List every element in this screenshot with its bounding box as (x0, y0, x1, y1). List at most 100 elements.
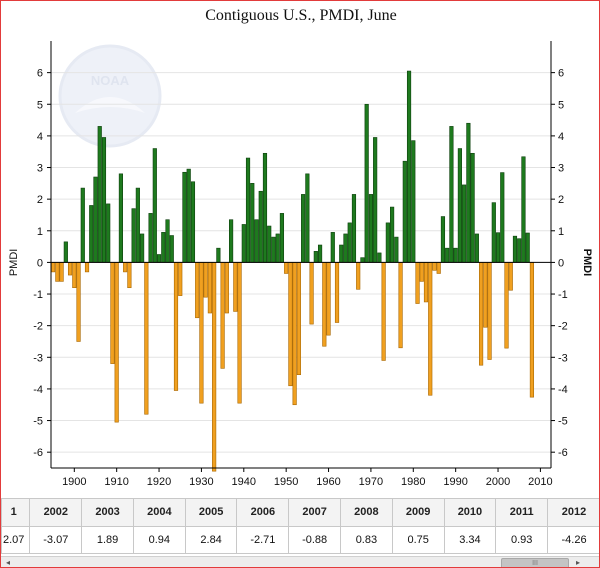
data-bar (326, 262, 331, 336)
data-bar (288, 262, 293, 387)
y-tick-label-left: 5 (37, 99, 43, 111)
data-bar (436, 262, 441, 274)
scrollbar-thumb[interactable]: III (501, 558, 569, 567)
y-tick-label-right: 6 (558, 68, 564, 80)
data-bar (313, 251, 318, 263)
y-tick-label-left: 2 (37, 194, 43, 206)
data-bar (457, 148, 462, 263)
data-bar (254, 219, 259, 263)
data-bar (55, 262, 60, 282)
table-value-cell: 2.07 (1, 525, 31, 554)
table-value-cell: 0.83 (340, 525, 393, 554)
data-bar (148, 213, 153, 263)
data-bar (334, 262, 340, 323)
data-bar (258, 190, 263, 263)
data-bar (190, 181, 196, 263)
x-tick-label: 1990 (443, 476, 467, 488)
table-header-cell: 2004 (132, 498, 186, 527)
data-bar (508, 262, 513, 291)
data-bar (423, 262, 429, 303)
data-bar (368, 194, 374, 263)
data-bar (165, 219, 170, 263)
table-header-cell: 2012 (547, 498, 599, 527)
data-bar (343, 233, 348, 263)
table-value-cell: 1.89 (81, 525, 134, 554)
data-bar (250, 183, 255, 263)
y-tick-label-left: -5 (33, 416, 43, 428)
data-bar (207, 262, 212, 314)
data-bar (76, 262, 81, 342)
data-bar (72, 262, 77, 289)
scroll-left-arrow-icon[interactable]: ◂ (5, 558, 10, 567)
data-bar (385, 222, 390, 263)
data-bar (495, 232, 501, 263)
x-tick-label: 2000 (486, 476, 510, 488)
data-bar (199, 262, 204, 404)
data-bar (398, 262, 403, 349)
data-bar (110, 262, 115, 364)
y-tick-label-right: -3 (558, 352, 568, 364)
data-bar (339, 244, 344, 263)
table-header-cell: 2008 (340, 498, 393, 527)
data-bar (220, 262, 225, 369)
data-bar (390, 206, 395, 263)
data-bar (59, 262, 64, 282)
y-tick-label-right: 4 (558, 131, 564, 143)
data-bar (169, 235, 174, 263)
data-bar (419, 262, 424, 282)
y-tick-label-left: 0 (37, 257, 43, 269)
x-tick-label: 1980 (401, 476, 425, 488)
y-tick-label-right: 3 (558, 163, 564, 175)
data-bar (144, 262, 149, 415)
data-bar (80, 187, 85, 263)
data-bar (292, 262, 297, 406)
data-bar (500, 172, 505, 263)
data-bar (415, 262, 420, 304)
y-tick-label-left: -6 (33, 447, 43, 459)
data-bar (123, 262, 128, 273)
data-bar (224, 262, 229, 314)
data-bar (186, 168, 191, 263)
horizontal-scrollbar[interactable]: ◂ III ▸ (1, 556, 599, 567)
x-tick-label: 2010 (528, 476, 552, 488)
data-bar (309, 262, 314, 325)
data-bar (440, 216, 446, 263)
data-bar (470, 152, 475, 263)
data-bar (284, 262, 289, 274)
table-header-cell: 2010 (443, 498, 497, 527)
data-bar (483, 262, 488, 328)
data-bar (178, 262, 183, 296)
data-bar (381, 262, 386, 361)
y-tick-label-right: 5 (558, 99, 564, 111)
data-bar (216, 247, 221, 263)
data-bar (301, 194, 306, 263)
data-bar (402, 160, 407, 263)
data-bar (245, 157, 251, 263)
y-tick-label-right: -4 (558, 384, 568, 396)
data-bar (267, 225, 272, 263)
data-bar (161, 232, 166, 263)
data-bar (89, 205, 94, 263)
data-bar (140, 233, 145, 263)
data-bar (237, 262, 242, 404)
data-bar (131, 208, 136, 263)
y-axis-label-right: PMDI (581, 249, 593, 277)
table-header-cell: 2005 (184, 498, 238, 527)
data-bar (377, 252, 382, 263)
y-tick-label-right: -2 (558, 321, 568, 333)
data-bar (182, 171, 187, 263)
data-bar (305, 173, 310, 263)
data-bar (529, 262, 535, 398)
x-tick-label: 1940 (232, 476, 256, 488)
data-bar (491, 202, 496, 263)
y-tick-label-right: -1 (558, 289, 568, 301)
scroll-right-arrow-icon[interactable]: ▸ (575, 558, 580, 567)
data-bar (195, 262, 200, 319)
data-bar (373, 137, 378, 263)
table-header-cell: 2009 (391, 498, 445, 527)
y-axis-label-left: PMDI (8, 249, 20, 277)
noaa-bird-icon (75, 97, 145, 113)
table-value-cell: 0.75 (391, 525, 445, 554)
noaa-watermark-text: NOAA (91, 73, 130, 88)
data-bar (322, 262, 327, 347)
